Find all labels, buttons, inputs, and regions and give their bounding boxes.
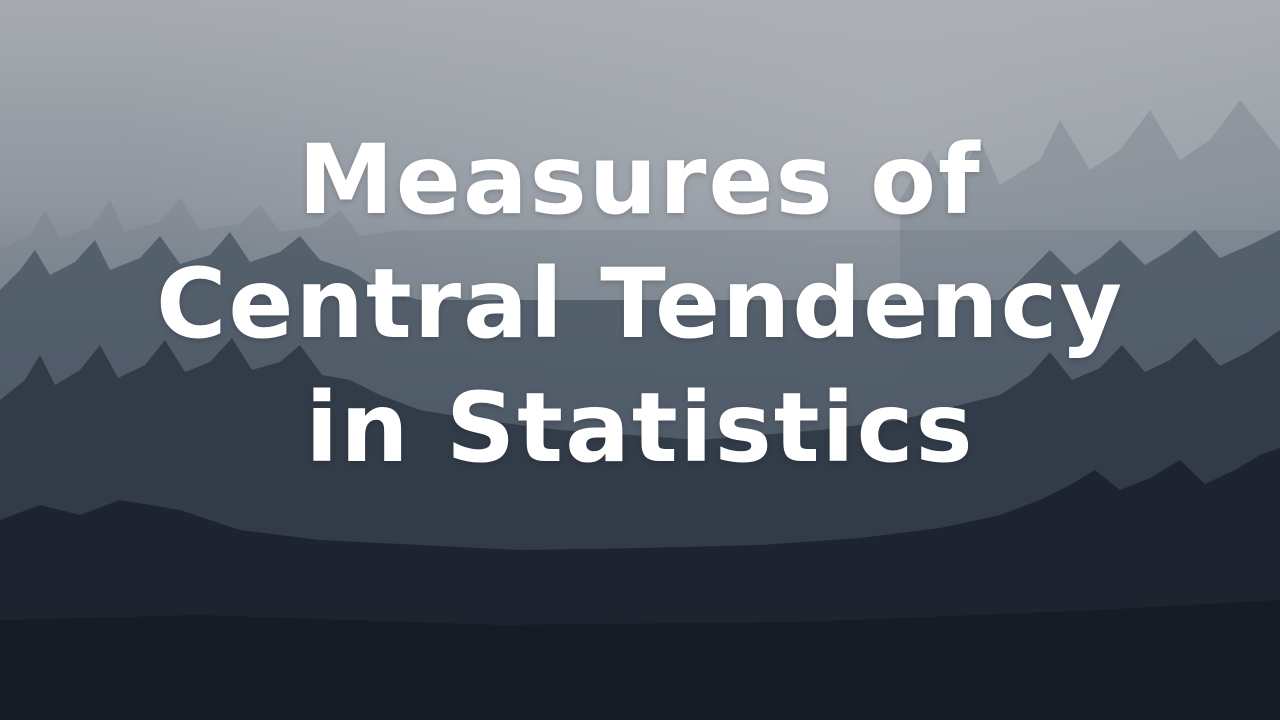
title-line-2: Central Tendency xyxy=(155,248,1125,360)
title-line-3: in Statistics xyxy=(305,372,975,484)
title-line-1: Measures of xyxy=(298,124,982,236)
title-block: Measures of Central Tendency in Statisti… xyxy=(0,118,1280,490)
